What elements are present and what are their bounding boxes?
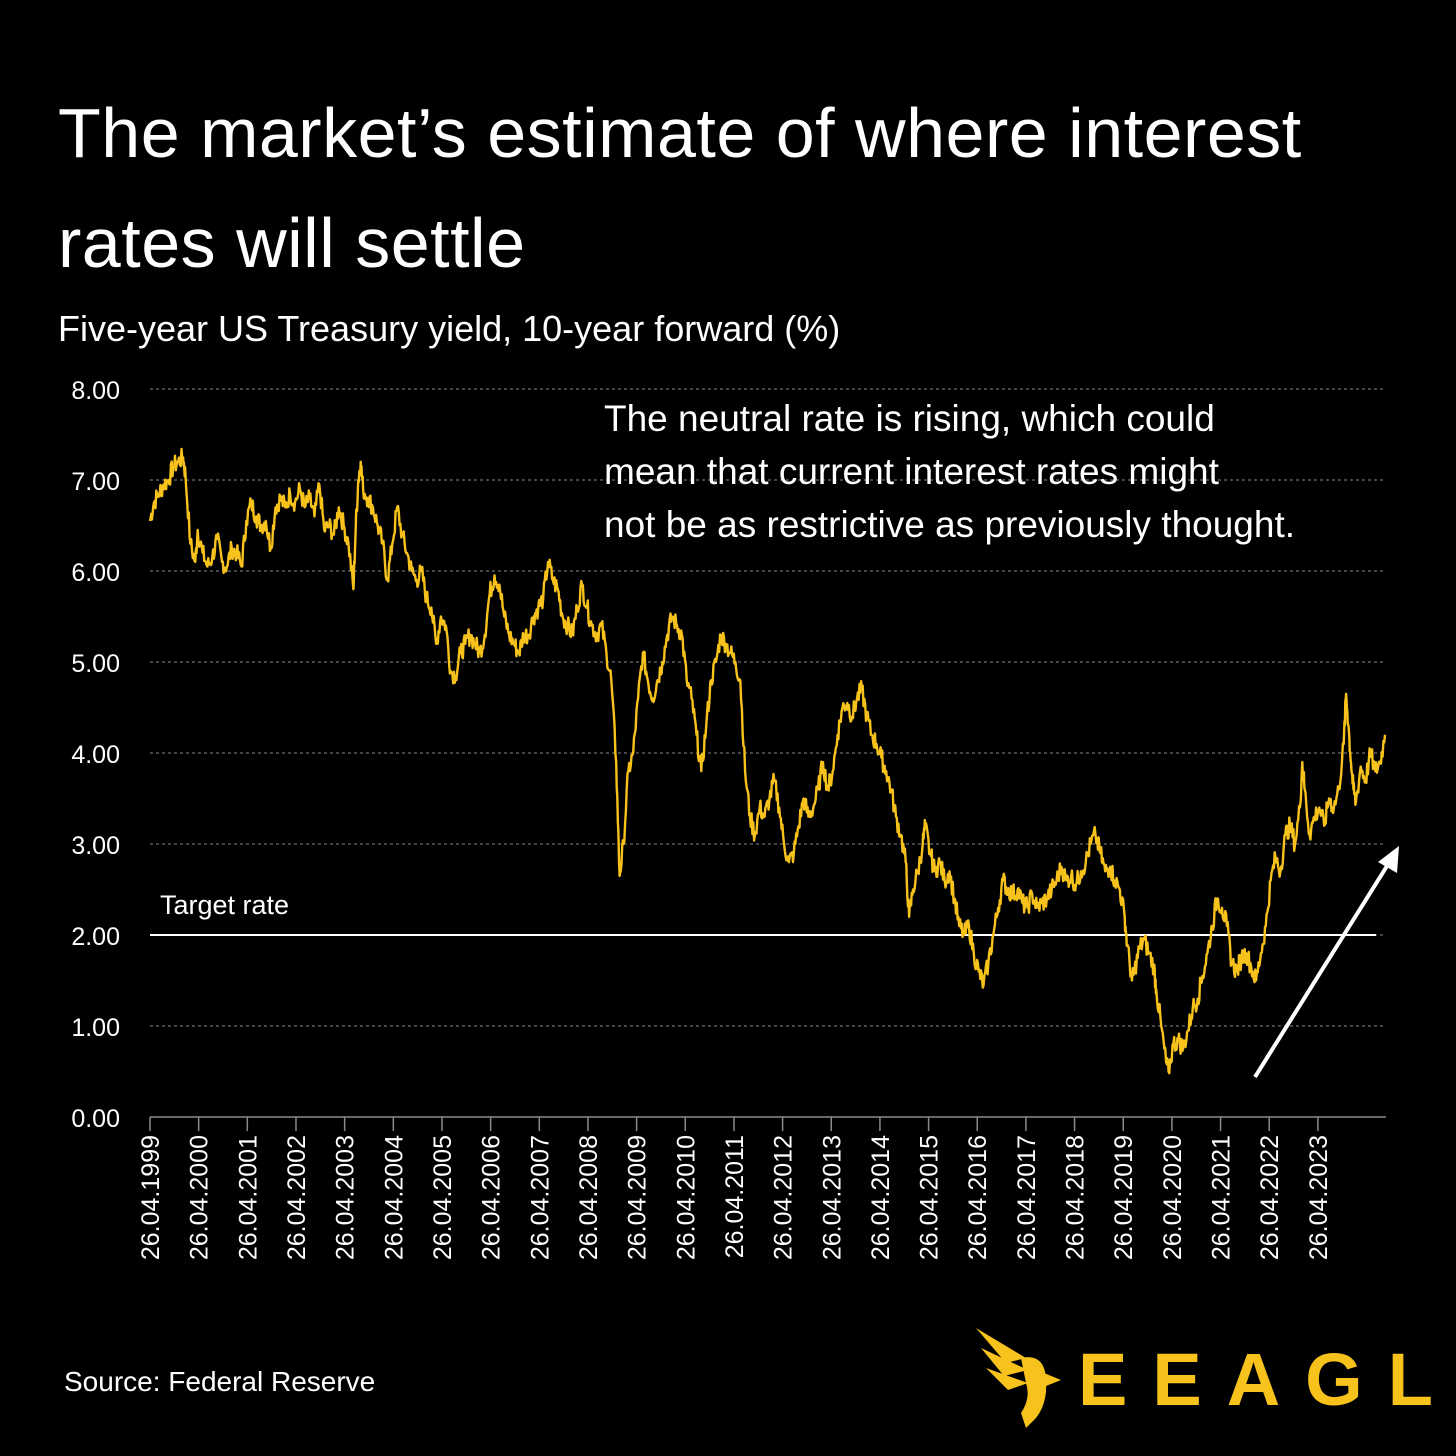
x-tick-label: 26.04.2003: [332, 1135, 360, 1260]
x-tick-label: 26.04.2005: [429, 1135, 457, 1260]
title-text: The market’s estimate of where interest …: [58, 94, 1302, 282]
y-tick-label: 5.00: [71, 650, 120, 678]
series-line: [148, 447, 1387, 1075]
x-tick-label: 26.04.2017: [1013, 1135, 1041, 1260]
x-tick-label: 26.04.2009: [624, 1135, 652, 1260]
y-tick-label: 1.00: [71, 1014, 120, 1042]
x-tick-label: 26.04.2007: [526, 1135, 554, 1260]
x-tick-label: 26.04.2020: [1159, 1135, 1187, 1260]
x-tick-label: 26.04.2015: [916, 1135, 944, 1260]
x-tick-label: 26.04.2004: [380, 1135, 408, 1260]
y-axis-tick-labels: 0.00 1.00 2.00 3.00 4.00 5.00 6.00 7.00 8.00: [71, 377, 120, 1133]
chart-title: The market’s estimate of where interest …: [58, 78, 1418, 298]
y-tick-label: 4.00: [71, 741, 120, 769]
y-tick-label: 6.00: [71, 559, 120, 587]
y-tick-label: 2.00: [71, 923, 120, 951]
x-tick-label: 26.04.2013: [818, 1135, 846, 1260]
x-tick-label: 26.04.2023: [1305, 1135, 1333, 1260]
x-tick-label: 26.04.2022: [1256, 1135, 1284, 1260]
logo-wordmark: EEAGLI: [1078, 1338, 1456, 1421]
x-tick-label: 26.04.2019: [1110, 1135, 1138, 1260]
annotation-line-2: mean that current interest rates might: [604, 451, 1219, 492]
x-tick-label: 26.04.2008: [575, 1135, 603, 1260]
source-note: Source: Federal Reserve: [64, 1366, 376, 1397]
x-axis-tick-labels: 26.04.1999 26.04.2000 26.04.2001 26.04.2002…: [137, 1117, 1333, 1260]
x-tick-label: 26.04.2010: [672, 1135, 700, 1260]
y-tick-label: 3.00: [71, 832, 120, 860]
x-tick-label: 26.04.2014: [867, 1135, 895, 1260]
y-tick-label: 0.00: [71, 1105, 120, 1133]
x-tick-label: 26.04.1999: [137, 1135, 165, 1260]
x-tick-label: 26.04.2001: [234, 1135, 262, 1260]
x-tick-label: 26.04.2016: [964, 1135, 992, 1260]
y-tick-label: 7.00: [71, 468, 120, 496]
trend-arrow: [1253, 846, 1399, 1079]
y-tick-label: 8.00: [71, 377, 120, 405]
eagle-icon: [976, 1328, 1061, 1428]
x-tick-label: 26.04.2006: [478, 1135, 506, 1260]
target-rate-label: Target rate: [160, 890, 289, 920]
x-tick-label: 26.04.2002: [283, 1135, 311, 1260]
annotation-text: The neutral rate is rising, which could …: [604, 392, 1424, 551]
annotation-line-1: The neutral rate is rising, which could: [604, 398, 1215, 439]
chart-subtitle: Five-year US Treasury yield, 10-year for…: [58, 308, 841, 349]
x-tick-label: 26.04.2011: [721, 1135, 749, 1258]
annotation-line-3: not be as restrictive as previously thou…: [604, 504, 1296, 545]
x-tick-label: 26.04.2021: [1208, 1135, 1236, 1260]
x-tick-label: 26.04.2018: [1062, 1135, 1090, 1260]
x-tick-label: 26.04.2012: [770, 1135, 798, 1260]
x-tick-label: 26.04.2000: [186, 1135, 214, 1260]
